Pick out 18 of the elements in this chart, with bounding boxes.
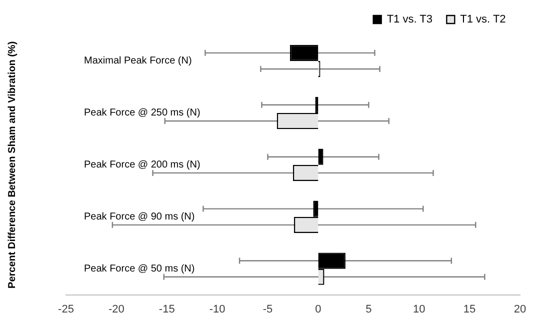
x-tick-label: 0 <box>315 303 322 316</box>
x-tick-label: -20 <box>108 303 124 316</box>
x-tick-label: -15 <box>158 303 175 316</box>
x-tick-label: 15 <box>463 303 476 316</box>
legend-label: T1 vs. T2 <box>460 14 506 26</box>
y-tick-label: Peak Force @ 50 ms (N) <box>84 264 195 275</box>
legend-label: T1 vs. T3 <box>386 14 432 26</box>
y-tick-label: Peak Force @ 200 ms (N) <box>84 160 200 171</box>
y-tick-label: Maximal Peak Force (N) <box>84 56 192 67</box>
x-tick-label: -5 <box>262 303 273 316</box>
y-axis-title: Percent Difference Between Sham and Vibration (%) <box>6 41 18 288</box>
x-tick-label: 10 <box>412 303 426 316</box>
x-tick-label: -25 <box>58 303 74 316</box>
x-tick-label: 5 <box>366 303 372 316</box>
x-tick-label: 20 <box>514 303 526 316</box>
x-tick-label: -10 <box>209 303 226 316</box>
y-tick-label: Peak Force @ 90 ms (N) <box>84 212 195 223</box>
y-tick-label: Peak Force @ 250 ms (N) <box>84 108 200 119</box>
